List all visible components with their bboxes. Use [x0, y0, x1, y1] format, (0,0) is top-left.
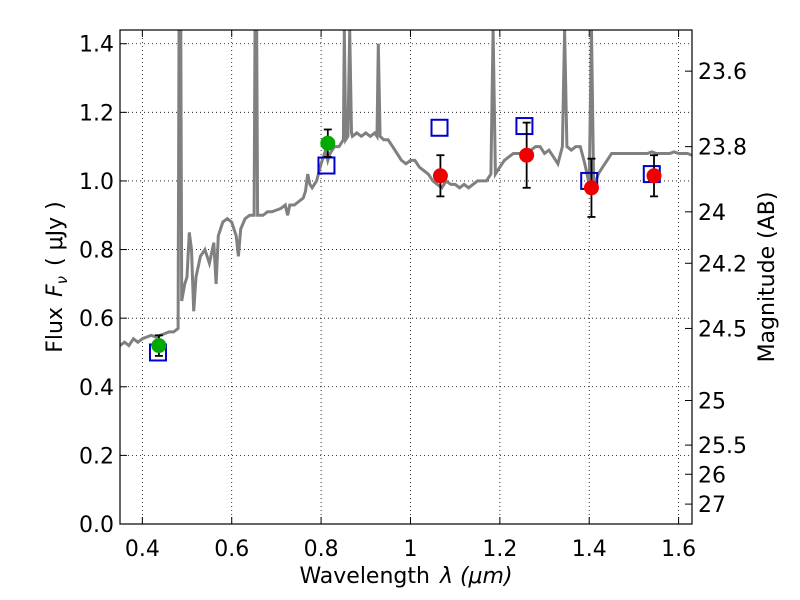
y2-axis-title: Magnitude (AB) [755, 192, 780, 363]
x-tick-label: 0.8 [304, 537, 339, 562]
red-point-marker [432, 168, 448, 184]
x-tick-label: 1.2 [482, 537, 517, 562]
y-axis-title-subscript: ν [53, 276, 71, 284]
y2-tick-label: 25 [698, 390, 726, 415]
y2-tick-label: 27 [698, 493, 726, 518]
plot-area [120, 30, 692, 362]
red-point-marker [583, 180, 599, 196]
red-point-marker [519, 147, 535, 163]
x-axis-title: Wavelength λ (μm) [299, 564, 512, 589]
y2-tick-label: 24.2 [698, 252, 747, 277]
x-tick-label: 1 [403, 537, 417, 562]
green-point-marker [320, 135, 336, 151]
y-tick-label: 1.2 [79, 101, 114, 126]
y-axis-title-symbol: F [43, 284, 68, 297]
green-point-marker [151, 338, 167, 354]
x-axis-title-text: Wavelength [299, 564, 430, 589]
y2-tick-label: 24.5 [698, 317, 747, 342]
y-tick-label: 1.4 [79, 33, 114, 58]
y-tick-label: 0.0 [79, 513, 114, 538]
x-tick-label: 1.4 [572, 537, 607, 562]
y2-tick-label: 24 [698, 201, 726, 226]
red-point-marker [646, 168, 662, 184]
spectrum-line [120, 30, 692, 348]
axis-ticks: 0.4 0.6 0.8 1 1.2 1.4 1.6 0.0 0.2 0.4 0.6 0.8 1.0 1.2… [79, 30, 747, 562]
x-tick-label: 1.6 [661, 537, 696, 562]
x-axis-title-math: λ (μm) [439, 564, 513, 589]
y-axis-title-text: Flux [43, 307, 68, 353]
y-axis-title-units: ( μJy ) [43, 201, 68, 266]
y-tick-label: 0.2 [79, 444, 114, 469]
x-tick-label: 0.4 [125, 537, 160, 562]
y-tick-label: 0.6 [79, 307, 114, 332]
y-tick-label: 0.8 [79, 239, 114, 264]
y-tick-label: 1.0 [79, 170, 114, 195]
y2-tick-label: 23.8 [698, 136, 747, 161]
model-square-marker [430, 118, 449, 137]
y2-tick-label: 25.5 [698, 434, 747, 459]
y2-tick-label: 26 [698, 463, 726, 488]
y-axis-title: Flux Fν ( μJy ) [43, 201, 71, 352]
model-square-marker [515, 117, 534, 136]
data-markers [148, 117, 662, 362]
x-tick-label: 0.6 [214, 537, 249, 562]
grid-lines [120, 30, 692, 525]
y-tick-label: 0.4 [79, 376, 114, 401]
plot-frame [119, 29, 693, 525]
y2-tick-label: 23.6 [698, 60, 747, 85]
